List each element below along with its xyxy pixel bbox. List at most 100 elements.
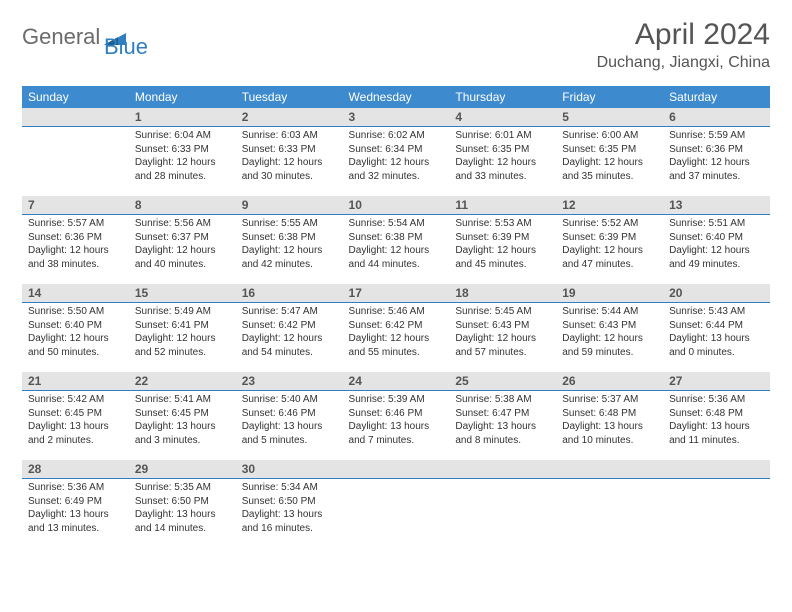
day-details: Sunrise: 5:40 AMSunset: 6:46 PMDaylight:… bbox=[236, 391, 343, 453]
location-text: Duchang, Jiangxi, China bbox=[597, 54, 770, 72]
day-details: Sunrise: 5:42 AMSunset: 6:45 PMDaylight:… bbox=[22, 391, 129, 453]
day-details: Sunrise: 5:35 AMSunset: 6:50 PMDaylight:… bbox=[129, 479, 236, 541]
dow-sunday: Sunday bbox=[22, 86, 129, 108]
calendar-cell: 26Sunrise: 5:37 AMSunset: 6:48 PMDayligh… bbox=[556, 372, 663, 460]
logo-text-blue: Blue bbox=[104, 34, 148, 60]
daylight-text-line2: and 8 minutes. bbox=[455, 434, 550, 448]
sunrise-text: Sunrise: 5:36 AM bbox=[669, 393, 764, 407]
daylight-text-line2: and 0 minutes. bbox=[669, 346, 764, 360]
day-number: 5 bbox=[556, 108, 663, 127]
day-number: 8 bbox=[129, 196, 236, 215]
calendar-cell: 16Sunrise: 5:47 AMSunset: 6:42 PMDayligh… bbox=[236, 284, 343, 372]
sunrise-text: Sunrise: 5:59 AM bbox=[669, 129, 764, 143]
daylight-text-line2: and 40 minutes. bbox=[135, 258, 230, 272]
sunset-text: Sunset: 6:33 PM bbox=[242, 143, 337, 157]
sunrise-text: Sunrise: 5:37 AM bbox=[562, 393, 657, 407]
day-details: Sunrise: 5:57 AMSunset: 6:36 PMDaylight:… bbox=[22, 215, 129, 277]
day-number bbox=[449, 460, 556, 479]
dow-wednesday: Wednesday bbox=[343, 86, 450, 108]
daylight-text-line1: Daylight: 12 hours bbox=[562, 332, 657, 346]
day-number: 14 bbox=[22, 284, 129, 303]
calendar-cell: 29Sunrise: 5:35 AMSunset: 6:50 PMDayligh… bbox=[129, 460, 236, 548]
day-details: Sunrise: 5:38 AMSunset: 6:47 PMDaylight:… bbox=[449, 391, 556, 453]
calendar-week-row: 14Sunrise: 5:50 AMSunset: 6:40 PMDayligh… bbox=[22, 284, 770, 372]
sunrise-text: Sunrise: 5:56 AM bbox=[135, 217, 230, 231]
sunset-text: Sunset: 6:40 PM bbox=[669, 231, 764, 245]
calendar-week-row: 21Sunrise: 5:42 AMSunset: 6:45 PMDayligh… bbox=[22, 372, 770, 460]
sunrise-text: Sunrise: 5:40 AM bbox=[242, 393, 337, 407]
sunset-text: Sunset: 6:50 PM bbox=[135, 495, 230, 509]
day-number: 23 bbox=[236, 372, 343, 391]
sunset-text: Sunset: 6:41 PM bbox=[135, 319, 230, 333]
sunset-text: Sunset: 6:34 PM bbox=[349, 143, 444, 157]
day-details: Sunrise: 5:59 AMSunset: 6:36 PMDaylight:… bbox=[663, 127, 770, 189]
sunrise-text: Sunrise: 5:41 AM bbox=[135, 393, 230, 407]
day-details: Sunrise: 5:45 AMSunset: 6:43 PMDaylight:… bbox=[449, 303, 556, 365]
day-details: Sunrise: 6:04 AMSunset: 6:33 PMDaylight:… bbox=[129, 127, 236, 189]
sunrise-text: Sunrise: 5:36 AM bbox=[28, 481, 123, 495]
calendar-cell: 23Sunrise: 5:40 AMSunset: 6:46 PMDayligh… bbox=[236, 372, 343, 460]
day-number: 9 bbox=[236, 196, 343, 215]
calendar-cell: 15Sunrise: 5:49 AMSunset: 6:41 PMDayligh… bbox=[129, 284, 236, 372]
sunset-text: Sunset: 6:46 PM bbox=[242, 407, 337, 421]
day-number: 1 bbox=[129, 108, 236, 127]
day-details: Sunrise: 5:55 AMSunset: 6:38 PMDaylight:… bbox=[236, 215, 343, 277]
sunrise-text: Sunrise: 5:52 AM bbox=[562, 217, 657, 231]
sunrise-text: Sunrise: 5:39 AM bbox=[349, 393, 444, 407]
daylight-text-line1: Daylight: 12 hours bbox=[455, 244, 550, 258]
daylight-text-line1: Daylight: 13 hours bbox=[135, 420, 230, 434]
daylight-text-line2: and 47 minutes. bbox=[562, 258, 657, 272]
calendar-cell: 10Sunrise: 5:54 AMSunset: 6:38 PMDayligh… bbox=[343, 196, 450, 284]
calendar-cell: 30Sunrise: 5:34 AMSunset: 6:50 PMDayligh… bbox=[236, 460, 343, 548]
day-details: Sunrise: 5:56 AMSunset: 6:37 PMDaylight:… bbox=[129, 215, 236, 277]
sunset-text: Sunset: 6:39 PM bbox=[562, 231, 657, 245]
day-number: 25 bbox=[449, 372, 556, 391]
sunset-text: Sunset: 6:35 PM bbox=[455, 143, 550, 157]
calendar-cell bbox=[556, 460, 663, 548]
logo-text-general: General bbox=[22, 24, 100, 50]
sunrise-text: Sunrise: 6:04 AM bbox=[135, 129, 230, 143]
daylight-text-line1: Daylight: 12 hours bbox=[349, 244, 444, 258]
sunrise-text: Sunrise: 5:35 AM bbox=[135, 481, 230, 495]
daylight-text-line2: and 45 minutes. bbox=[455, 258, 550, 272]
daylight-text-line1: Daylight: 12 hours bbox=[669, 156, 764, 170]
daylight-text-line1: Daylight: 12 hours bbox=[669, 244, 764, 258]
daylight-text-line2: and 38 minutes. bbox=[28, 258, 123, 272]
daylight-text-line2: and 32 minutes. bbox=[349, 170, 444, 184]
daylight-text-line1: Daylight: 12 hours bbox=[28, 332, 123, 346]
day-details: Sunrise: 5:34 AMSunset: 6:50 PMDaylight:… bbox=[236, 479, 343, 541]
calendar-cell: 9Sunrise: 5:55 AMSunset: 6:38 PMDaylight… bbox=[236, 196, 343, 284]
daylight-text-line1: Daylight: 12 hours bbox=[135, 244, 230, 258]
daylight-text-line1: Daylight: 13 hours bbox=[669, 420, 764, 434]
day-number: 7 bbox=[22, 196, 129, 215]
day-number: 26 bbox=[556, 372, 663, 391]
sunrise-text: Sunrise: 5:57 AM bbox=[28, 217, 123, 231]
day-number: 16 bbox=[236, 284, 343, 303]
sunset-text: Sunset: 6:47 PM bbox=[455, 407, 550, 421]
daylight-text-line2: and 55 minutes. bbox=[349, 346, 444, 360]
daylight-text-line2: and 16 minutes. bbox=[242, 522, 337, 536]
daylight-text-line1: Daylight: 13 hours bbox=[28, 508, 123, 522]
daylight-text-line1: Daylight: 12 hours bbox=[455, 156, 550, 170]
day-number: 11 bbox=[449, 196, 556, 215]
day-number: 17 bbox=[343, 284, 450, 303]
day-number: 2 bbox=[236, 108, 343, 127]
calendar-cell: 3Sunrise: 6:02 AMSunset: 6:34 PMDaylight… bbox=[343, 108, 450, 196]
daylight-text-line2: and 7 minutes. bbox=[349, 434, 444, 448]
dow-thursday: Thursday bbox=[449, 86, 556, 108]
day-details: Sunrise: 5:49 AMSunset: 6:41 PMDaylight:… bbox=[129, 303, 236, 365]
sunrise-text: Sunrise: 5:34 AM bbox=[242, 481, 337, 495]
day-number: 15 bbox=[129, 284, 236, 303]
day-details: Sunrise: 6:02 AMSunset: 6:34 PMDaylight:… bbox=[343, 127, 450, 189]
daylight-text-line2: and 57 minutes. bbox=[455, 346, 550, 360]
calendar-cell bbox=[663, 460, 770, 548]
daylight-text-line2: and 37 minutes. bbox=[669, 170, 764, 184]
sunset-text: Sunset: 6:50 PM bbox=[242, 495, 337, 509]
day-details: Sunrise: 5:44 AMSunset: 6:43 PMDaylight:… bbox=[556, 303, 663, 365]
sunset-text: Sunset: 6:42 PM bbox=[242, 319, 337, 333]
daylight-text-line1: Daylight: 12 hours bbox=[455, 332, 550, 346]
dow-monday: Monday bbox=[129, 86, 236, 108]
sunrise-text: Sunrise: 6:03 AM bbox=[242, 129, 337, 143]
sunrise-text: Sunrise: 5:51 AM bbox=[669, 217, 764, 231]
calendar-cell: 1Sunrise: 6:04 AMSunset: 6:33 PMDaylight… bbox=[129, 108, 236, 196]
